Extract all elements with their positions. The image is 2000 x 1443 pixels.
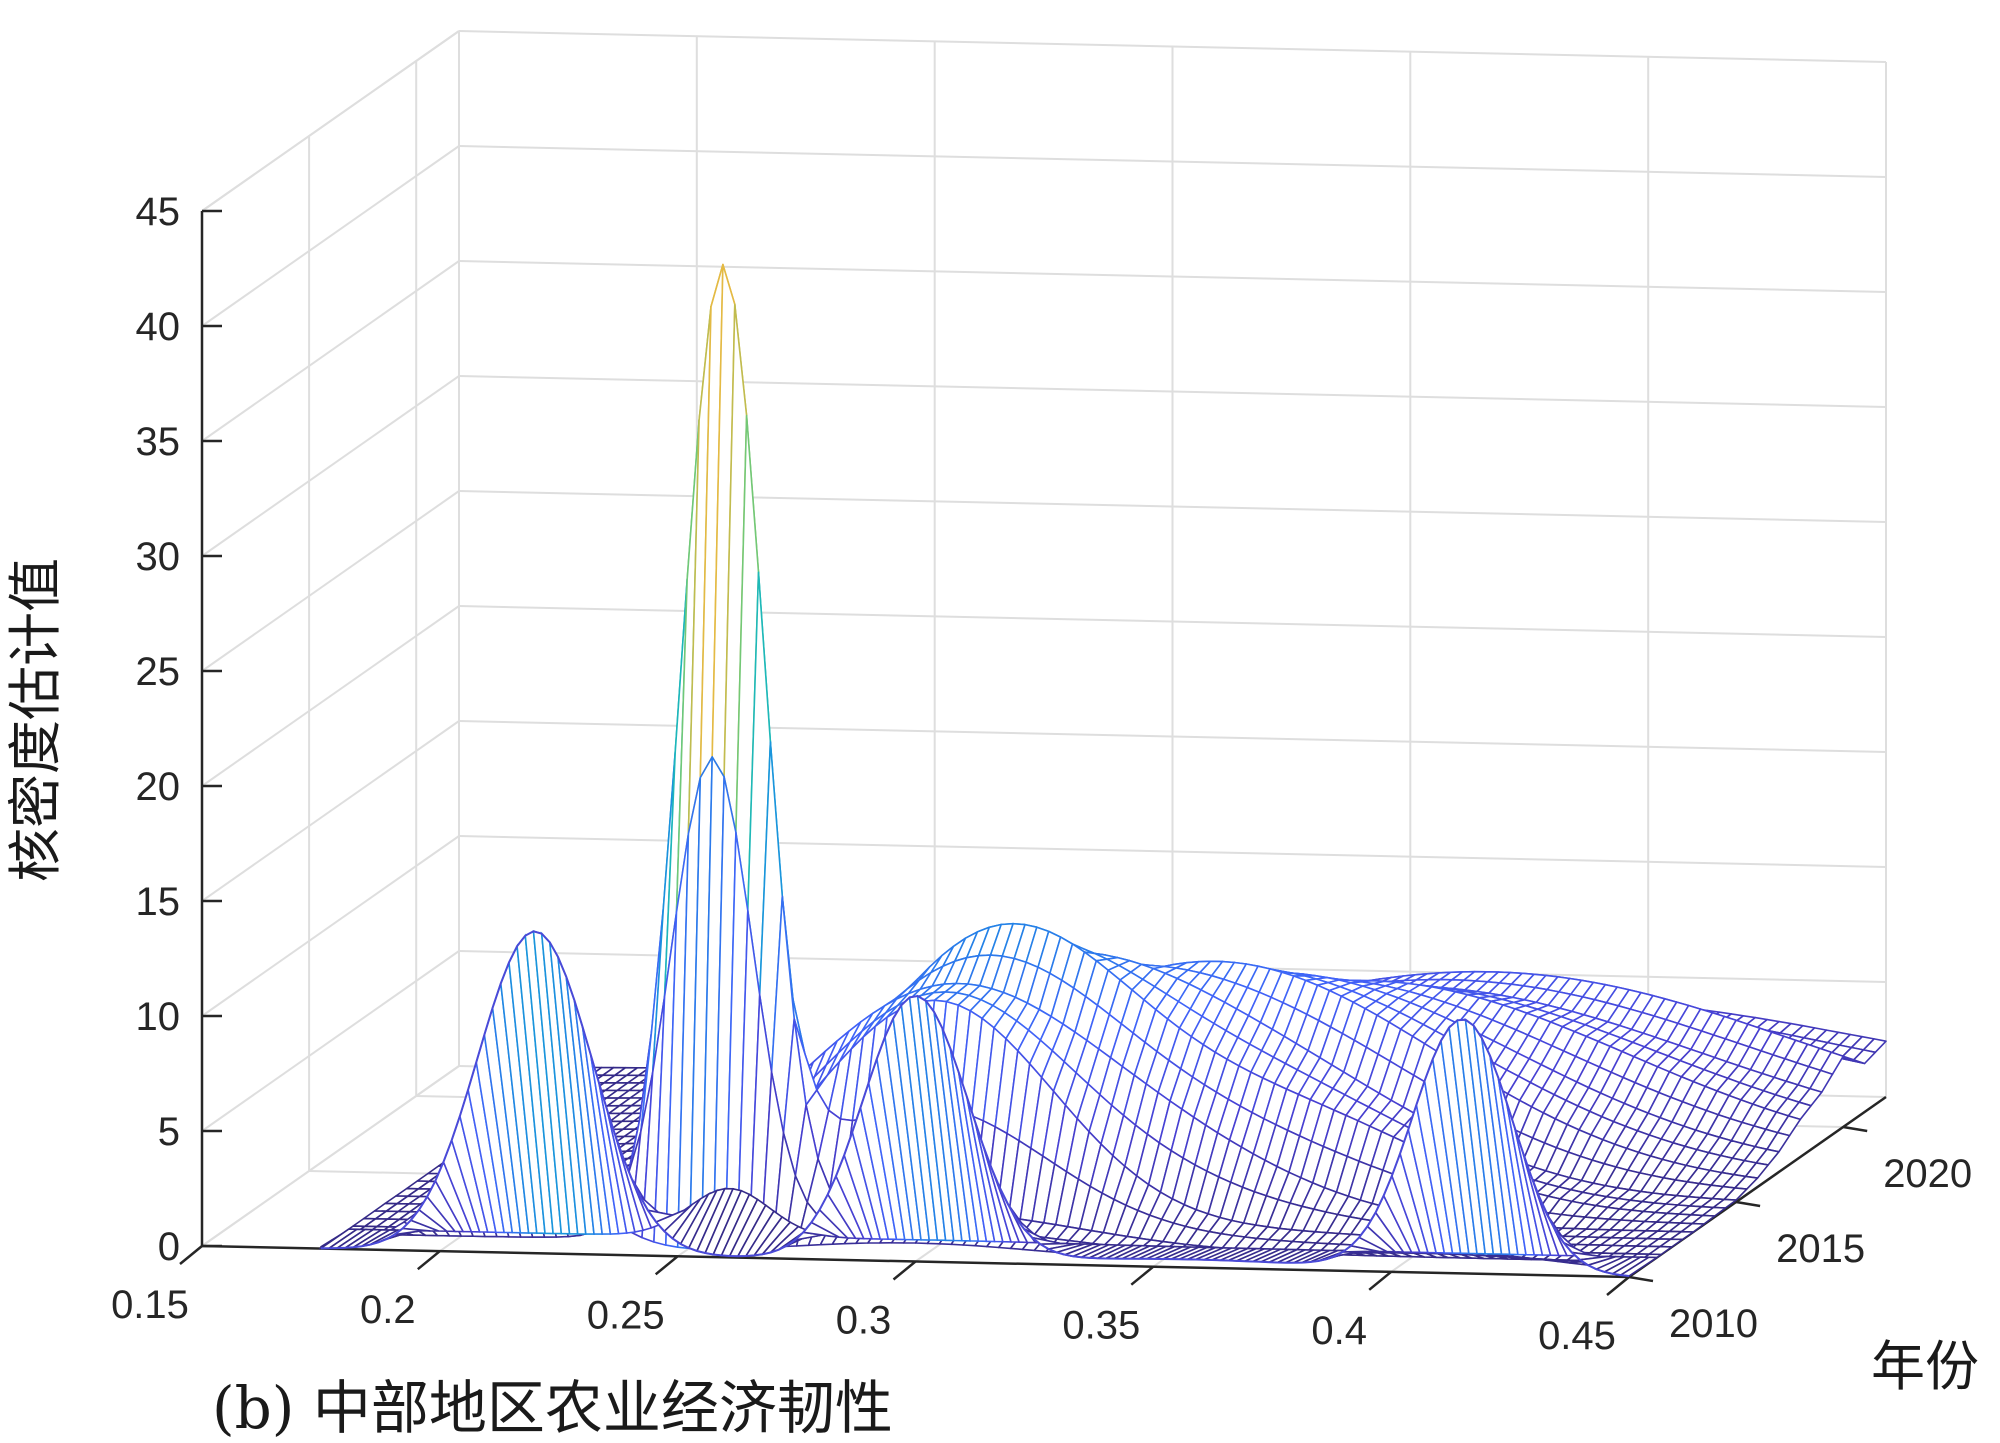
z-tick-label: 15 (136, 880, 181, 924)
grid-line (201, 835, 460, 1017)
x-tick-label: 0.3 (836, 1299, 892, 1343)
year-tick-label: 2015 (1776, 1227, 1865, 1271)
z-tick-label: 35 (136, 420, 181, 464)
z-tick-label: 5 (158, 1110, 180, 1154)
year-axis-title: 年份 (1871, 1335, 1979, 1398)
tick-labels: 0 5 10 15 20 25 30 35 40 45 0.15 0.2 0.25 0.3 0.35 0.4 0… (111, 190, 1972, 1358)
z-tick-label: 10 (136, 995, 181, 1039)
surface-front-edge (320, 930, 1630, 1277)
year-tick-label: 2010 (1669, 1302, 1758, 1346)
x-tick (1130, 1265, 1155, 1286)
x-tick (654, 1255, 679, 1276)
z-axis-title: 核密度估计值 (4, 558, 67, 882)
grid-line (201, 375, 460, 557)
z-tick-label: 20 (136, 765, 181, 809)
figure-caption: (b) 中部地区农业经济韧性 (212, 1374, 893, 1442)
x-tick (1606, 1276, 1630, 1296)
z-tick-label: 30 (136, 535, 181, 579)
z-tick-label: 40 (136, 305, 181, 349)
x-tick (1368, 1270, 1392, 1291)
x-tick-label: 0.35 (1062, 1304, 1140, 1348)
x-tick-label: 0.25 (587, 1293, 665, 1337)
z-tick-label: 45 (136, 190, 181, 234)
x-tick-label: 0.45 (1538, 1314, 1616, 1358)
grid-line (201, 260, 460, 442)
grid-line (201, 145, 460, 327)
year-tick-label: 2020 (1883, 1152, 1972, 1196)
x-tick (179, 1245, 203, 1265)
year-tick (1735, 1200, 1761, 1208)
x-tick (417, 1250, 441, 1271)
x-tick-label: 0.2 (360, 1288, 416, 1332)
x-tick (892, 1260, 917, 1281)
x-tick-label: 0.15 (111, 1283, 189, 1327)
z-tick-label: 25 (136, 650, 181, 694)
year-tick (1842, 1125, 1868, 1133)
grid-line (201, 30, 460, 212)
grid-line (201, 950, 460, 1132)
z-tick-label: 0 (158, 1225, 180, 1269)
grid-line (201, 720, 460, 902)
density-surface (318, 263, 1887, 1277)
grid-line (201, 490, 460, 672)
year-tick (1628, 1275, 1654, 1283)
x-tick-label: 0.4 (1311, 1309, 1367, 1353)
grid-line (201, 605, 460, 787)
